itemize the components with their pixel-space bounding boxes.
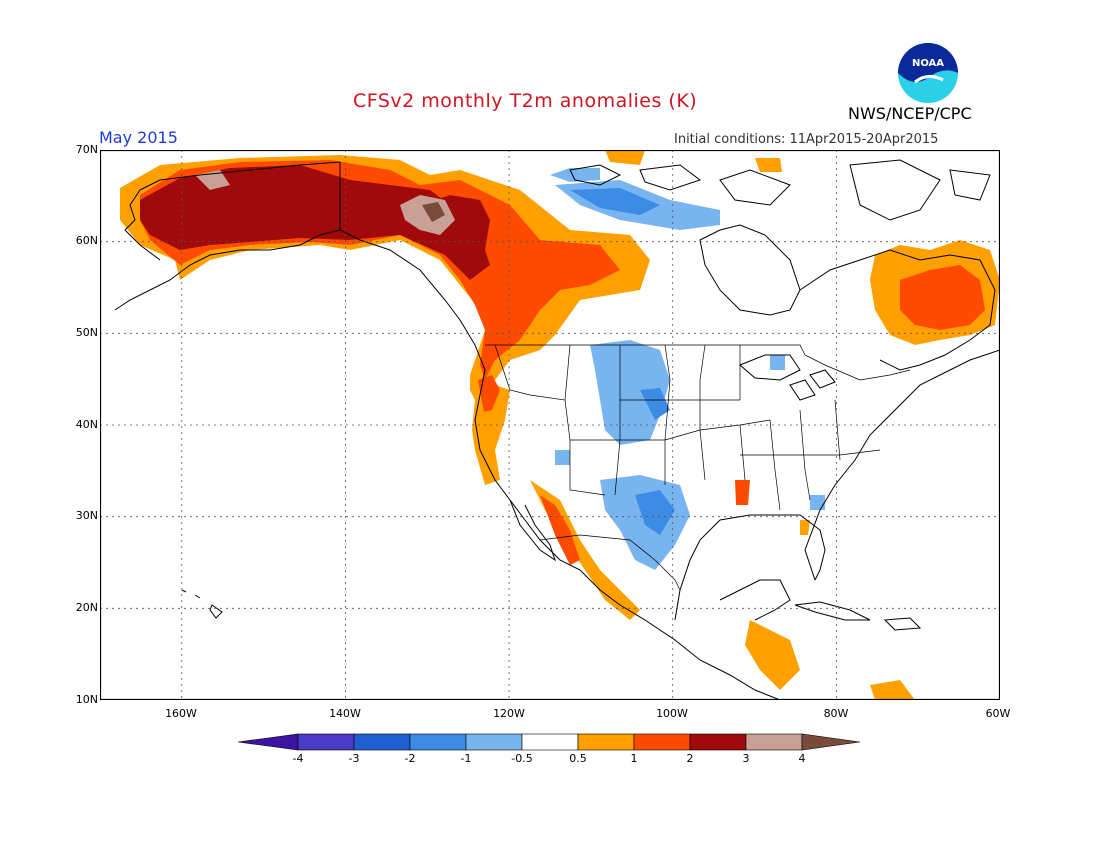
colorbar-label: -2 — [404, 752, 416, 765]
lon-label-60w: 60W — [985, 707, 1011, 720]
colorbar-label: 3 — [742, 752, 750, 765]
colorbar-label: -1 — [460, 752, 472, 765]
colorbar-label: 2 — [686, 752, 694, 765]
colorbar-label: 4 — [798, 752, 806, 765]
political-borders — [339, 162, 911, 591]
lat-label-40n: 40N — [75, 418, 98, 431]
forecast-month: May 2015 — [99, 128, 178, 147]
colorbar-bin — [577, 733, 635, 751]
organization-label: NWS/NCEP/CPC — [848, 104, 972, 123]
noaa-logo-text: NOAA — [912, 58, 944, 69]
lat-label-10n: 10N — [75, 693, 98, 706]
lat-label-50n: 50N — [75, 326, 98, 339]
chart-title: CFSv2 monthly T2m anomalies (K) — [353, 90, 698, 112]
lon-label-100w: 100W — [656, 707, 688, 720]
colorbar-bin — [409, 733, 467, 751]
lat-label-60n: 60N — [75, 234, 98, 247]
lat-label-30n: 30N — [75, 509, 98, 522]
colorbar-bin — [297, 733, 355, 751]
coastlines — [114, 159, 1000, 700]
colorbar-label: -4 — [292, 752, 304, 765]
colorbar-left-arrow — [238, 733, 299, 751]
colorbar-bin — [633, 733, 691, 751]
lat-label-70n: 70N — [75, 143, 98, 156]
colorbar-label: -0.5 — [511, 752, 533, 765]
colorbar-bin — [521, 733, 579, 751]
colorbar-label: 0.5 — [569, 752, 587, 765]
colorbar-label: -3 — [348, 752, 360, 765]
lon-label-160w: 160W — [165, 707, 197, 720]
map-frame — [100, 150, 1000, 700]
lon-label-120w: 120W — [493, 707, 525, 720]
colorbar — [238, 733, 861, 751]
noaa-logo: NOAA — [898, 43, 958, 103]
colorbar-bin — [353, 733, 411, 751]
colorbar-label: 1 — [630, 752, 638, 765]
colorbar-bin — [465, 733, 523, 751]
anomaly-map — [100, 150, 1000, 700]
colorbar-right-arrow — [801, 733, 861, 751]
graticule — [100, 150, 1000, 700]
lon-label-140w: 140W — [329, 707, 361, 720]
lon-label-80w: 80W — [823, 707, 849, 720]
initial-conditions: Initial conditions: 11Apr2015-20Apr2015 — [674, 132, 939, 147]
colorbar-bin — [689, 733, 747, 751]
colorbar-bin — [745, 733, 803, 751]
lat-label-20n: 20N — [75, 601, 98, 614]
